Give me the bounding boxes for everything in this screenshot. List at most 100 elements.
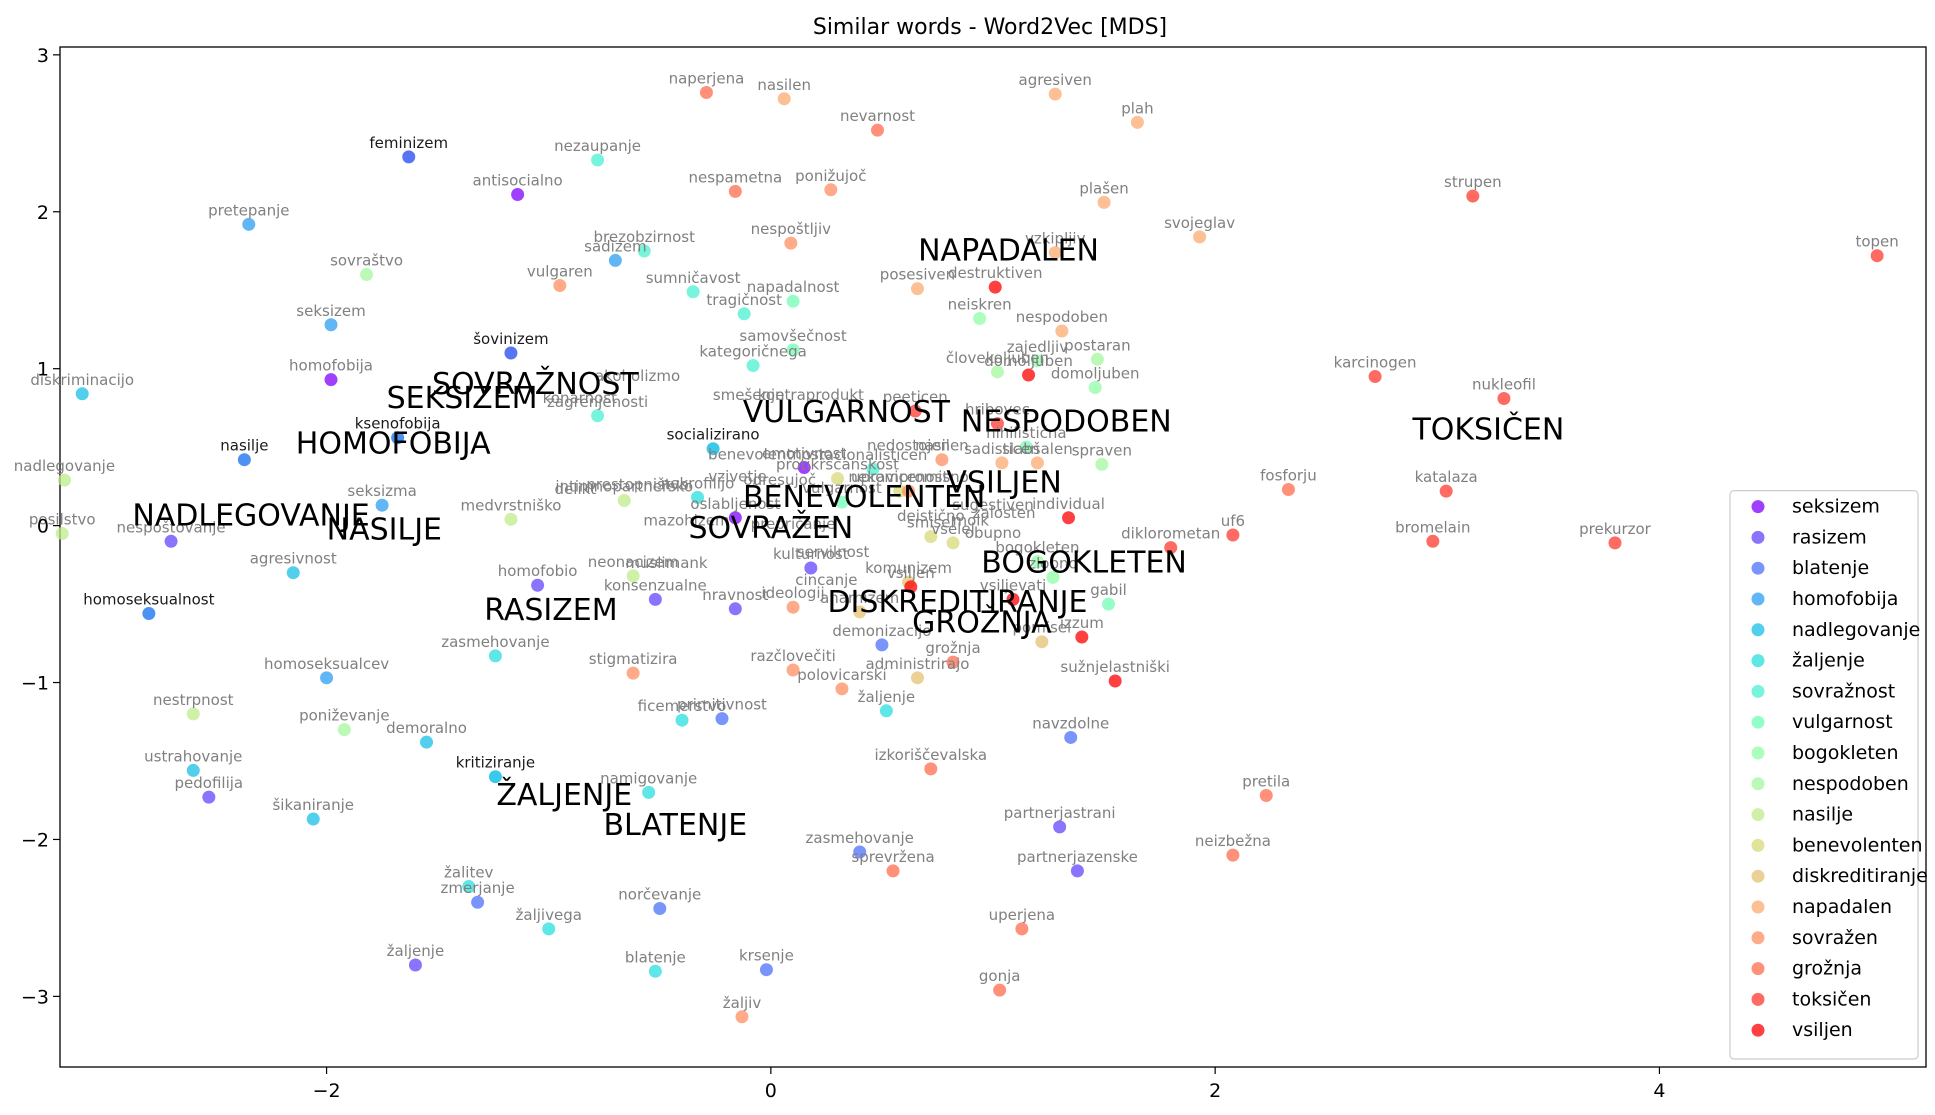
point-label: izkoriščevalska	[874, 746, 987, 764]
data-point	[835, 682, 849, 696]
group-label: DISKREDITIRANJE	[827, 585, 1087, 620]
data-point	[648, 592, 662, 606]
group-label: VSILJEN	[946, 466, 1061, 501]
data-point	[675, 713, 689, 727]
group-label: SEKSIZEM	[387, 381, 538, 416]
data-point	[1130, 115, 1144, 129]
legend: seksizem rasizem blatenje homofobija nadlego…	[1729, 490, 1928, 1060]
data-point	[1426, 534, 1440, 548]
point-label: mazohizem	[643, 512, 729, 530]
data-point	[408, 958, 422, 972]
group-label: ŽALJENJE	[496, 777, 632, 813]
point-label: zalosten	[973, 504, 1036, 522]
data-point	[553, 279, 567, 293]
data-point	[75, 387, 89, 401]
point-label: partnerjazenske	[1017, 848, 1138, 866]
data-point	[320, 671, 334, 685]
data-point	[995, 456, 1009, 470]
point-label: človekoljuben	[946, 349, 1049, 367]
data-point	[1097, 195, 1111, 209]
data-point	[1053, 820, 1067, 834]
point-label: vsiljen	[887, 564, 935, 582]
legend-marker	[1751, 838, 1765, 852]
point-label: vselej	[931, 520, 974, 538]
group-label: VULGARNOST	[743, 395, 951, 430]
legend-marker	[1751, 500, 1765, 514]
point-label: gonja	[979, 967, 1021, 985]
data-point	[735, 1010, 749, 1024]
legend-label: žaljenje	[1792, 650, 1865, 672]
point-label: kulturnost	[773, 545, 849, 563]
point-label: destruktiven	[948, 264, 1042, 282]
point-label: sovraštvo	[330, 252, 403, 270]
point-label: ustrahovanje	[144, 747, 242, 765]
data-point	[786, 294, 800, 308]
data-point	[935, 453, 949, 467]
point-label: servilnost	[797, 543, 870, 561]
point-label: zasmehovanje	[806, 829, 914, 847]
data-point	[286, 566, 300, 580]
point-label: bogokleten	[995, 539, 1079, 557]
point-label: žaljenje	[387, 942, 445, 960]
point-label: žalitev	[444, 864, 494, 882]
data-point	[1075, 630, 1089, 644]
point-label: oslabljenost	[690, 495, 780, 513]
data-point	[511, 188, 525, 202]
point-label: nekompromisno	[848, 468, 969, 486]
legend-marker	[1751, 777, 1765, 791]
data-point	[488, 770, 502, 784]
data-point	[186, 763, 200, 777]
point-label: sadizem	[584, 237, 646, 255]
point-label: uperjena	[989, 906, 1056, 924]
point-label: konarnost	[543, 389, 617, 407]
point-label: zasmehovanje	[441, 633, 549, 651]
point-label: posesiven	[880, 266, 955, 284]
point-label: katalaza	[1415, 468, 1478, 486]
point-label: nespodoben	[1016, 308, 1108, 326]
axis-ticks-layer: −2 0 2 4 −3 −2 −1 0 1 2 3	[21, 45, 1665, 1102]
group-label: SOVRAŽNOST	[432, 366, 639, 402]
data-point	[306, 812, 320, 826]
point-label: homoseksualcev	[264, 655, 389, 673]
point-label: partnerjastrani	[1004, 804, 1116, 822]
chart-title: Similar words - Word2Vec [MDS]	[813, 15, 1167, 40]
point-label: napadalnost	[747, 278, 840, 296]
legend-marker	[1751, 592, 1765, 606]
plot-area	[59, 46, 1927, 1068]
data-point	[1015, 922, 1029, 936]
data-point	[626, 666, 640, 680]
data-point	[870, 123, 884, 137]
legend-label: vulgarnost	[1792, 711, 1893, 733]
point-label: spraven	[1072, 441, 1132, 459]
data-point	[993, 983, 1007, 997]
data-point	[835, 495, 849, 509]
point-label: svojeglav	[1164, 214, 1235, 232]
point-label: poniževanje	[299, 707, 389, 725]
data-point	[908, 404, 922, 418]
point-label: polovicarski	[797, 666, 886, 684]
point-label: demonizacijo	[832, 622, 931, 640]
data-point	[637, 244, 651, 258]
data-point	[1226, 528, 1240, 542]
data-point	[824, 183, 838, 197]
point-label: nespoštljiv	[751, 220, 831, 238]
point-label: primitivnost	[677, 696, 767, 714]
legend-marker	[1751, 623, 1765, 637]
point-label: fosforju	[1260, 467, 1317, 485]
point-label: domoljuben	[984, 352, 1073, 370]
data-point	[360, 268, 374, 282]
point-label: žaljiv	[723, 994, 762, 1012]
data-point	[1608, 536, 1622, 550]
data-point	[866, 462, 880, 476]
data-point	[531, 578, 545, 592]
point-label: zagrenjenosti	[547, 393, 648, 411]
group-label: HOMOFOBIJA	[296, 426, 491, 461]
y-tick-label: −3	[21, 986, 49, 1008]
point-label: norčevanje	[618, 886, 701, 904]
data-point	[728, 184, 742, 198]
data-point	[648, 964, 662, 978]
point-label: agresiven	[1019, 71, 1092, 89]
data-point	[1259, 789, 1273, 803]
data-point	[786, 600, 800, 614]
point-label: zajedljiv	[1007, 338, 1068, 356]
